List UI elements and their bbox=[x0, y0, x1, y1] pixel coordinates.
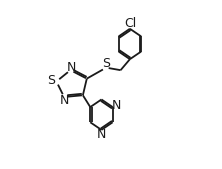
Text: N: N bbox=[112, 99, 122, 112]
Text: S: S bbox=[102, 57, 110, 70]
Text: N: N bbox=[97, 128, 107, 141]
Text: Cl: Cl bbox=[125, 17, 137, 30]
Text: N: N bbox=[66, 61, 76, 74]
Text: S: S bbox=[47, 74, 55, 87]
Text: N: N bbox=[60, 94, 69, 107]
